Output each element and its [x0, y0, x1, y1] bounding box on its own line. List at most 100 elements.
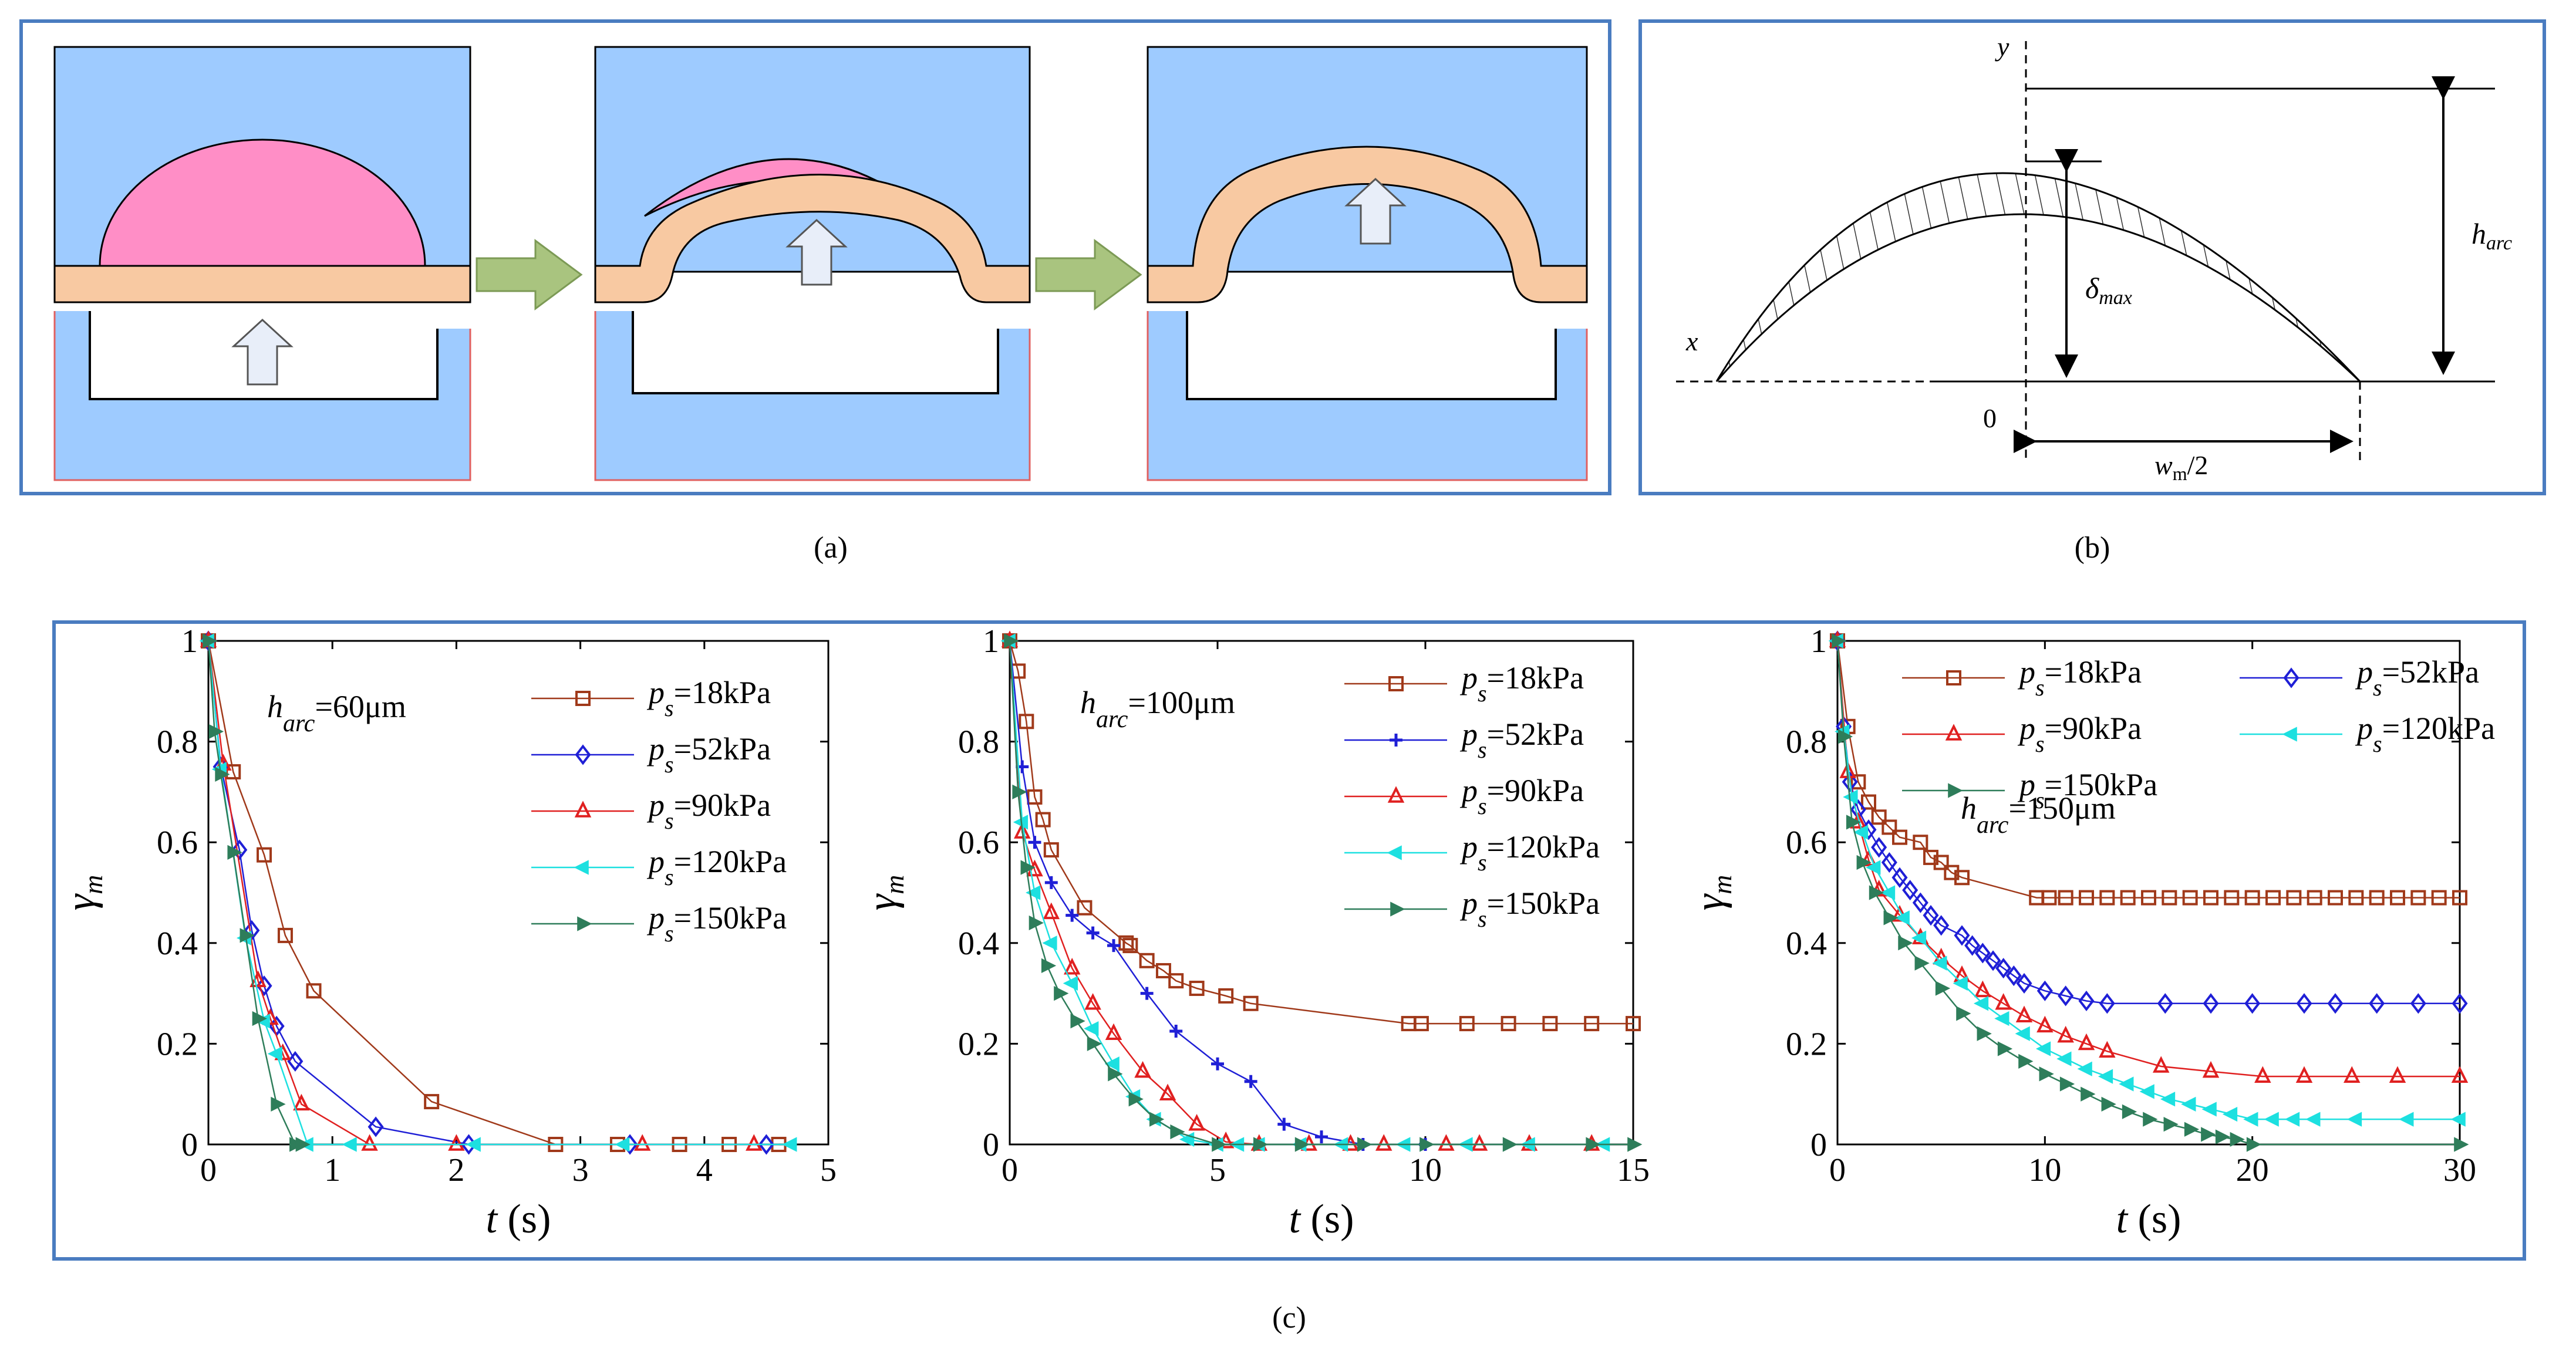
green-arrow-icon	[476, 239, 583, 310]
y-tick-label: 0.4	[958, 926, 999, 962]
data-point	[2160, 1092, 2176, 1107]
data-point	[2265, 890, 2281, 906]
data-point	[2182, 890, 2198, 906]
data-point	[1253, 1137, 1269, 1152]
data-point	[2222, 1106, 2238, 1122]
legend-entry: ps=52kPa	[531, 731, 771, 778]
data-point	[758, 1134, 774, 1155]
data-point	[1108, 1066, 1123, 1082]
legend-marker	[575, 691, 591, 706]
data-point	[1871, 809, 1887, 825]
data-point	[1973, 996, 1989, 1011]
data-point	[1149, 1112, 1165, 1127]
legend-marker	[1388, 676, 1404, 691]
panel-b: y x 0 δmax harc wm/2 (b)	[1638, 19, 2546, 565]
data-point	[1891, 867, 1908, 888]
series-150kpa	[1004, 633, 1643, 1152]
panel-c-border	[52, 620, 2526, 1261]
legend-label: ps=18kPa	[1459, 660, 1584, 707]
y-axis-label: γm	[1687, 875, 1737, 911]
data-point	[1471, 1134, 1488, 1151]
legend-label: ps=52kPa	[1459, 717, 1584, 763]
data-point	[1375, 1134, 1392, 1151]
h-arc-annotation: harc=100μm	[1080, 685, 1235, 733]
data-point	[1413, 1016, 1429, 1032]
data-point	[746, 1134, 763, 1151]
data-point	[1923, 849, 1938, 865]
data-point	[256, 975, 272, 997]
up-arrow-icon	[785, 218, 848, 286]
data-point	[2296, 993, 2312, 1014]
y-tick-label: 0.2	[157, 1026, 198, 1062]
data-point	[2184, 1122, 2200, 1137]
data-point	[257, 847, 272, 863]
chart-2: 0 5 10 15 0 0.2 0.4 0.6 0.8 1 t (s) γm harc=100μm ps=…	[859, 623, 1650, 1242]
legend-label: ps=150kPa	[646, 900, 787, 947]
delta-max-label: δmax	[2085, 272, 2132, 309]
data-point	[2327, 993, 2344, 1014]
y-tick-label: 0	[181, 1127, 198, 1163]
data-point	[2201, 1127, 2216, 1142]
legend-entry: ps=120kPa	[531, 844, 787, 890]
y-tick-label: 0.6	[157, 825, 198, 861]
data-point	[1894, 910, 1910, 926]
legend-label: ps=52kPa	[2355, 654, 2479, 701]
series-150kpa	[203, 633, 311, 1152]
data-point	[1357, 1137, 1373, 1152]
data-point	[1122, 938, 1138, 954]
data-point	[1026, 885, 1041, 900]
data-point	[1169, 1024, 1183, 1038]
data-point	[2152, 1056, 2170, 1073]
legend-marker	[2283, 667, 2299, 688]
data-point	[2203, 890, 2218, 906]
legend-marker	[574, 801, 592, 818]
data-point	[1944, 864, 1960, 880]
data-point	[2389, 1066, 2406, 1083]
data-point	[2346, 1112, 2362, 1127]
data-point	[287, 1051, 304, 1072]
deflected-membrane-arc	[1715, 172, 2361, 383]
data-point	[2058, 985, 2074, 1007]
x-label: x	[1685, 326, 1698, 356]
series-90kpa	[1829, 630, 2469, 1083]
data-point	[1883, 910, 1899, 926]
data-point	[2078, 1033, 2095, 1051]
series-52kpa	[1829, 630, 2468, 1014]
data-point	[1880, 885, 1896, 900]
data-point	[1856, 855, 1872, 870]
data-point	[2450, 1112, 2466, 1127]
y-tick-label: 0.6	[958, 825, 999, 861]
data-point	[1084, 993, 1101, 1010]
legend-marker	[1948, 783, 1963, 798]
data-point	[1953, 975, 1968, 991]
legend-entry: ps=90kPa	[1344, 773, 1584, 819]
data-point	[1846, 815, 1862, 830]
data-point	[1994, 1011, 2009, 1026]
data-point	[1189, 981, 1205, 997]
data-point	[1020, 860, 1036, 875]
data-point	[1243, 995, 1259, 1011]
data-point	[252, 1011, 267, 1026]
data-point	[2410, 993, 2426, 1014]
h-arc-annotation: harc=60μm	[267, 689, 406, 737]
data-point	[2099, 993, 2115, 1014]
data-point	[1027, 789, 1043, 805]
legend-entry: ps=90kPa	[531, 788, 771, 834]
x-axis-label: t (s)	[1289, 1197, 1354, 1242]
legend-label: ps=120kPa	[1459, 829, 1600, 876]
legend-marker	[1390, 901, 1405, 917]
data-point	[361, 1134, 378, 1151]
data-point	[1188, 1114, 1205, 1131]
data-point	[1084, 1021, 1099, 1036]
data-point	[2099, 1041, 2116, 1058]
data-point	[1501, 1016, 1516, 1032]
charts-container: 0 1 2 3 4 5 0 0.2 0.4 0.6 0.8 1 t (s) γm harc=60μm ps=1…	[58, 623, 2495, 1242]
y-tick-label: 1	[983, 623, 999, 660]
membrane	[594, 174, 1031, 303]
data-point	[2122, 1104, 2137, 1119]
data-point	[2454, 1137, 2469, 1152]
data-point	[1170, 1124, 1185, 1140]
data-point	[1586, 1137, 1601, 1152]
data-point	[225, 764, 241, 780]
